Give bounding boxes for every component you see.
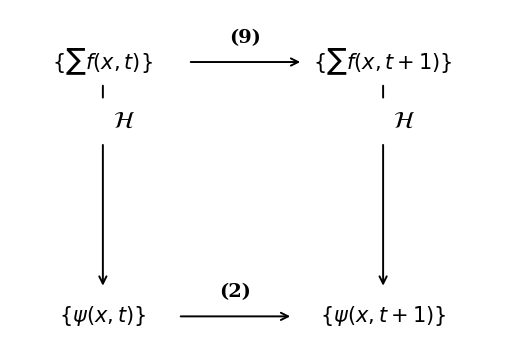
Text: (2): (2) bbox=[219, 283, 251, 301]
Text: $\mathcal{H}$: $\mathcal{H}$ bbox=[113, 110, 135, 133]
Text: $\{\psi(x,t+1)\}$: $\{\psi(x,t+1)\}$ bbox=[319, 304, 445, 329]
Text: $\mathcal{H}$: $\mathcal{H}$ bbox=[392, 110, 414, 133]
Text: $\{\sum f(x,t)\}$: $\{\sum f(x,t)\}$ bbox=[53, 47, 153, 78]
Text: $\{\psi(x,t)\}$: $\{\psi(x,t)\}$ bbox=[59, 304, 146, 329]
Text: (9): (9) bbox=[229, 29, 261, 47]
Text: $\{\sum f(x,t+1)\}$: $\{\sum f(x,t+1)\}$ bbox=[313, 47, 452, 78]
